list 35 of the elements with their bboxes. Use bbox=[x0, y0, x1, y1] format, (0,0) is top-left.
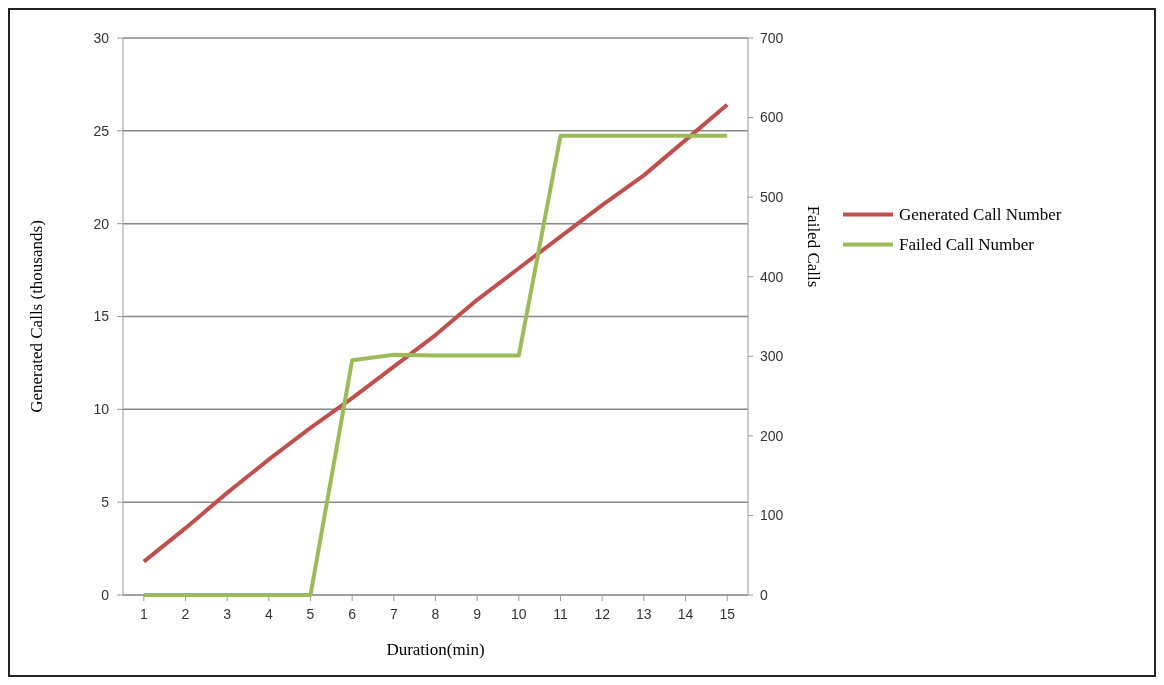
x-tick-label: 2 bbox=[181, 606, 190, 622]
y2-tick-label: 700 bbox=[760, 29, 784, 46]
y2-tick-label: 300 bbox=[760, 348, 784, 365]
legend-label: Failed Call Number bbox=[899, 235, 1035, 255]
x-tick-label: 9 bbox=[473, 606, 482, 622]
x-tick-label: 5 bbox=[306, 606, 315, 622]
x-tick-label: 11 bbox=[553, 606, 568, 622]
x-tick-label: 4 bbox=[264, 606, 273, 622]
x-axis-title: Duration(min) bbox=[386, 640, 485, 659]
y-tick-label: 5 bbox=[101, 494, 110, 511]
x-tick-label: 8 bbox=[431, 606, 440, 622]
legend-label: Generated Call Number bbox=[899, 205, 1062, 225]
x-tick-label: 7 bbox=[389, 606, 398, 622]
y2-tick-label: 100 bbox=[760, 507, 784, 524]
y2-tick-label: 400 bbox=[760, 268, 784, 285]
y2-tick-label: 600 bbox=[760, 109, 784, 126]
y-tick-label: 20 bbox=[93, 215, 110, 232]
y-tick-label: 25 bbox=[93, 122, 110, 139]
x-tick-label: 3 bbox=[223, 606, 232, 622]
x-tick-label: 1 bbox=[139, 606, 148, 622]
x-tick-label: 6 bbox=[348, 606, 357, 622]
y2-axis-title: Failed Calls bbox=[804, 205, 823, 288]
y-tick-label: 15 bbox=[93, 308, 110, 325]
x-tick-label: 13 bbox=[636, 606, 652, 622]
y-tick-label: 30 bbox=[93, 29, 110, 46]
y2-tick-label: 500 bbox=[760, 189, 784, 206]
x-tick-label: 14 bbox=[677, 606, 694, 622]
y-tick-label: 10 bbox=[93, 401, 110, 418]
x-tick-label: 15 bbox=[719, 606, 736, 622]
y2-tick-label: 0 bbox=[760, 586, 768, 603]
y2-tick-label: 200 bbox=[760, 427, 784, 444]
x-tick-label: 10 bbox=[511, 606, 527, 622]
x-tick-label: 12 bbox=[594, 606, 611, 622]
y-tick-label: 0 bbox=[101, 586, 110, 603]
y-axis-title: Generated Calls (thousands) bbox=[27, 220, 46, 413]
